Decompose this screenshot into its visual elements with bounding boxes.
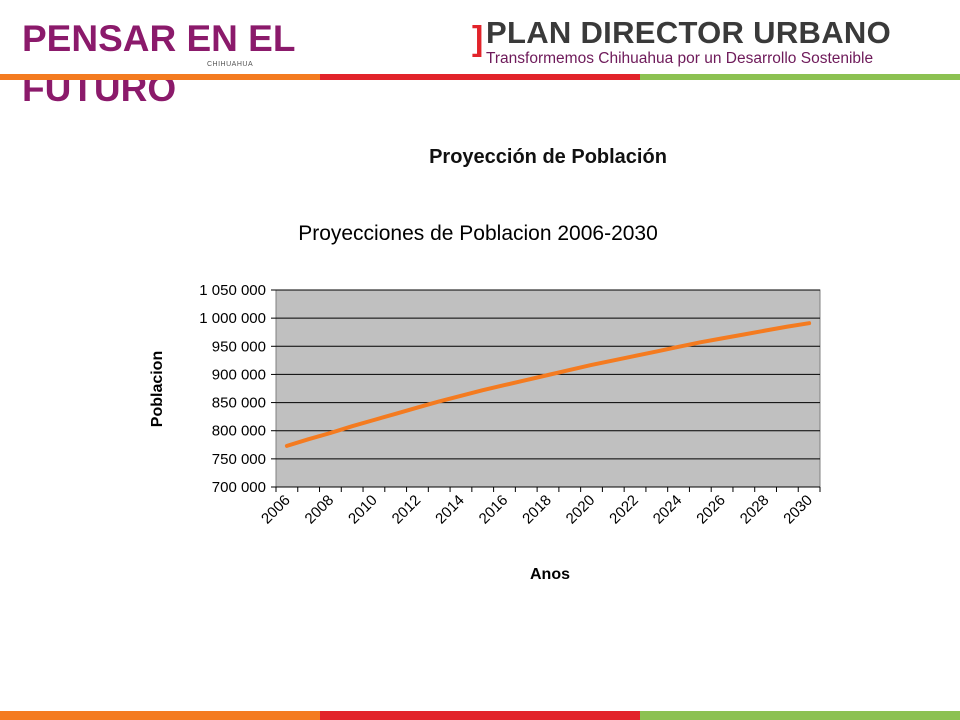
x-tick-label: 2022 bbox=[606, 492, 642, 528]
x-tick-label: 2028 bbox=[737, 492, 773, 528]
y-tick-label: 1 000 000 bbox=[199, 310, 266, 327]
x-tick-label: 2010 bbox=[345, 492, 381, 528]
brand-subtitle: CHIHUAHUA bbox=[207, 61, 254, 68]
header-color-bar bbox=[0, 74, 960, 80]
y-axis-ticks: 1 050 000 1 000 000 950 000 900 000 850 000 8… bbox=[199, 282, 276, 496]
y-tick-label: 750 000 bbox=[212, 451, 266, 468]
x-tick-label: 2030 bbox=[780, 492, 816, 528]
y-axis-title: Poblacion bbox=[149, 351, 166, 427]
y-tick-label: 1 050 000 bbox=[199, 282, 266, 299]
y-tick-label: 950 000 bbox=[212, 338, 266, 355]
footer-segment-orange bbox=[0, 711, 320, 720]
x-tick-label: 2026 bbox=[693, 492, 729, 528]
x-axis-ticks: 2006 2008 2010 2012 2014 2016 2018 2020 2022 2024… bbox=[258, 487, 821, 528]
slide-title: Proyección de Población bbox=[429, 146, 667, 168]
footer-color-bar bbox=[0, 711, 960, 720]
footer-segment-red bbox=[320, 711, 640, 720]
x-axis-title: Anos bbox=[530, 566, 570, 583]
y-tick-label: 800 000 bbox=[212, 423, 266, 440]
x-tick-label: 2020 bbox=[563, 492, 599, 528]
bar-segment-red bbox=[320, 74, 640, 80]
y-tick-label: 700 000 bbox=[212, 479, 266, 496]
x-tick-label: 2016 bbox=[476, 492, 512, 528]
plan-title: PLAN DIRECTOR URBANO bbox=[486, 15, 891, 50]
plot-area bbox=[275, 289, 821, 488]
x-tick-label: 2006 bbox=[258, 492, 294, 528]
x-tick-label: 2024 bbox=[650, 492, 686, 528]
plan-bracket-icon: ] bbox=[472, 20, 484, 58]
footer-segment-green bbox=[640, 711, 960, 720]
chart-title: Proyecciones de Poblacion 2006-2030 bbox=[298, 222, 658, 245]
bar-segment-green bbox=[640, 74, 960, 80]
y-tick-label: 850 000 bbox=[212, 395, 266, 412]
x-tick-label: 2012 bbox=[389, 492, 425, 528]
x-tick-label: 2008 bbox=[302, 492, 338, 528]
x-tick-label: 2018 bbox=[519, 492, 555, 528]
y-tick-label: 900 000 bbox=[212, 366, 266, 383]
series-line-population bbox=[284, 321, 812, 448]
x-tick-label: 2014 bbox=[432, 492, 468, 528]
bar-segment-orange bbox=[0, 74, 320, 80]
plan-subtitle: Transformemos Chihuahua por un Desarroll… bbox=[486, 50, 874, 67]
